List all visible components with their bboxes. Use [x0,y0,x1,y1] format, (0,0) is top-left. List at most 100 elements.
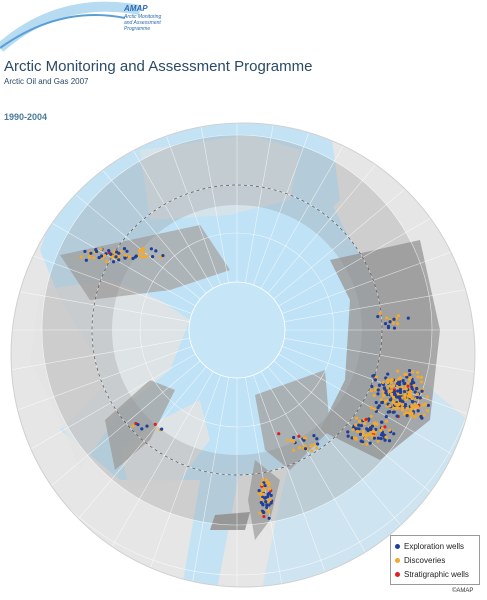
well-dot [394,402,398,406]
well-dot [367,417,371,421]
well-dot [383,438,387,442]
meridian [282,227,475,314]
well-dot [160,427,164,431]
well-dot [392,392,397,396]
well-dot [404,387,408,391]
well-dot [385,398,389,403]
well-dot [372,393,376,398]
well-dot [389,385,393,389]
well-dot [370,384,374,389]
well-dot [119,250,124,254]
well-dot [354,416,359,420]
title: Arctic Monitoring and Assessment Program… [4,58,313,75]
well-dot [358,419,362,423]
well-dot [398,396,402,401]
well-dot [134,254,138,258]
well-dot [378,311,382,315]
well-dot [391,395,395,399]
well-dot [302,436,306,440]
well-dot [368,432,372,437]
well-dot [403,389,407,394]
well-dot [364,433,368,438]
well-dot [114,255,118,259]
well-dot [401,379,405,383]
well-dot [374,375,378,379]
well-dot [412,381,416,385]
well-dot [131,424,135,428]
meridian [11,227,192,314]
well-dot [389,389,393,393]
well-dot [376,314,380,319]
well-dot [400,408,405,412]
well-dot [127,255,132,259]
well-dot [384,391,388,395]
well-dot [107,249,111,253]
well-dot [376,388,380,392]
well-dot [357,423,361,427]
well-dot [389,392,394,396]
well-dot [388,404,392,408]
well-dot [409,382,413,386]
well-dot [376,436,381,440]
well-dot [267,487,272,491]
well-dot [407,411,411,415]
well-dot [408,395,412,399]
well-dot [369,406,373,410]
well-dot [376,439,380,443]
well-dot [355,427,359,431]
well-dot [267,516,271,520]
well-dot [257,489,261,493]
well-dot [384,419,389,423]
legend-label: Exploration wells [404,541,465,551]
meridian [11,338,190,383]
well-dot [396,369,400,373]
well-dot [383,425,387,429]
well-dot [97,256,101,260]
meridian [134,123,221,285]
well-dot [380,400,385,404]
legend-label: Stratigraphic wells [404,569,469,579]
well-dot [312,434,316,438]
well-dot [376,392,380,396]
well-dot [416,375,420,379]
well-dot [412,405,416,409]
well-dot [419,375,424,379]
well-dot [292,448,296,452]
well-dot [264,500,268,504]
legend-label: Discoveries [404,555,446,565]
well-dot [386,410,390,414]
well-dot [346,434,350,438]
well-dot [359,439,363,443]
well-dot [292,435,296,440]
well-dot [409,407,414,411]
well-dot [419,414,423,419]
legend-item: Exploration wells [395,539,475,553]
well-dot [382,394,386,398]
well-dot [391,410,395,414]
well-dot [99,254,104,258]
well-dot [373,407,377,411]
well-dot [386,324,391,328]
well-dot [303,447,308,451]
well-dot [404,410,408,415]
well-dot [369,389,373,393]
well-dot [154,249,158,253]
legend-item: Stratigraphic wells [395,567,475,581]
well-dot [373,388,377,392]
credit: ©AMAP [452,588,474,594]
well-dot [290,438,294,442]
well-dot [303,444,307,448]
well-dot [391,321,395,325]
wells [79,246,430,520]
well-dot [392,390,397,394]
well-dot [286,438,290,443]
well-dot [353,436,357,440]
well-dot [410,370,415,374]
well-dot [381,433,385,438]
well-dot [350,436,354,440]
well-dot [312,442,317,447]
well-dot [371,429,376,433]
well-dot [122,247,127,251]
well-dot [381,389,385,394]
